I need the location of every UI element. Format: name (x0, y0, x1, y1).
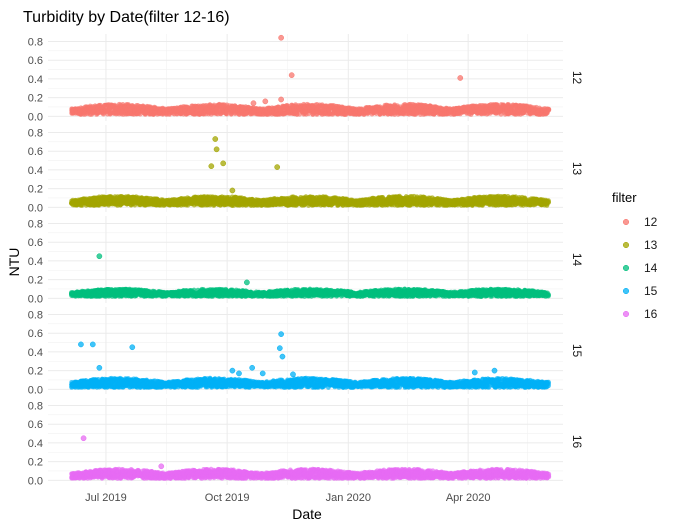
y-tick-label: 0.8 (28, 127, 43, 139)
y-tick-label: 0.2 (28, 184, 43, 196)
outlier-point (288, 72, 295, 79)
y-tick-label: 0.6 (28, 146, 43, 158)
outlier-point (208, 163, 215, 170)
facet-strip-label: 13 (570, 162, 584, 176)
outlier-point (262, 98, 269, 105)
chart-title: Turbidity by Date(filter 12-16) (23, 9, 230, 26)
outlier-point (213, 146, 220, 153)
y-tick-label: 0.8 (28, 36, 43, 48)
series-points-13 (69, 136, 551, 208)
outlier-point (274, 164, 281, 170)
y-tick-label: 0.6 (28, 237, 43, 249)
y-tick-label: 0.0 (28, 293, 43, 305)
outlier-point (278, 96, 284, 103)
y-tick-label: 0.6 (28, 55, 43, 67)
y-tick-label: 0.2 (28, 93, 43, 105)
outlier-point (212, 136, 219, 142)
outlier-point (278, 34, 284, 41)
facet-panel-13: 0.0 0.2 0.4 0.6 0.8 13 (28, 125, 584, 214)
outlier-point (229, 187, 236, 194)
series-points-12 (69, 34, 552, 117)
y-tick-label: 0.4 (28, 256, 43, 268)
data-point (546, 199, 551, 205)
outlier-point (457, 75, 464, 81)
data-point (546, 106, 552, 112)
facet-panels: 0.0 0.2 0.4 0.6 0.8 12 0.0 0.2 0.4 0.6 0.8 13 0.0 0.2… (28, 34, 584, 487)
y-tick-label: 0.8 (28, 218, 43, 230)
y-tick-label: 0.4 (28, 74, 43, 86)
facet-strip-label: 12 (570, 71, 584, 85)
y-tick-label: 0.2 (28, 275, 43, 287)
facet-panel-14: 0.00.20.40.60.814 (28, 216, 584, 305)
y-tick-label: 0.4 (28, 165, 43, 177)
outlier-point (220, 160, 227, 167)
facet-panel-12: 0.0 0.2 0.4 0.6 0.8 12 (28, 34, 584, 123)
y-tick-label: 0.0 (28, 111, 43, 123)
outlier-point (250, 100, 257, 107)
y-tick-label: 0.0 (28, 202, 43, 214)
